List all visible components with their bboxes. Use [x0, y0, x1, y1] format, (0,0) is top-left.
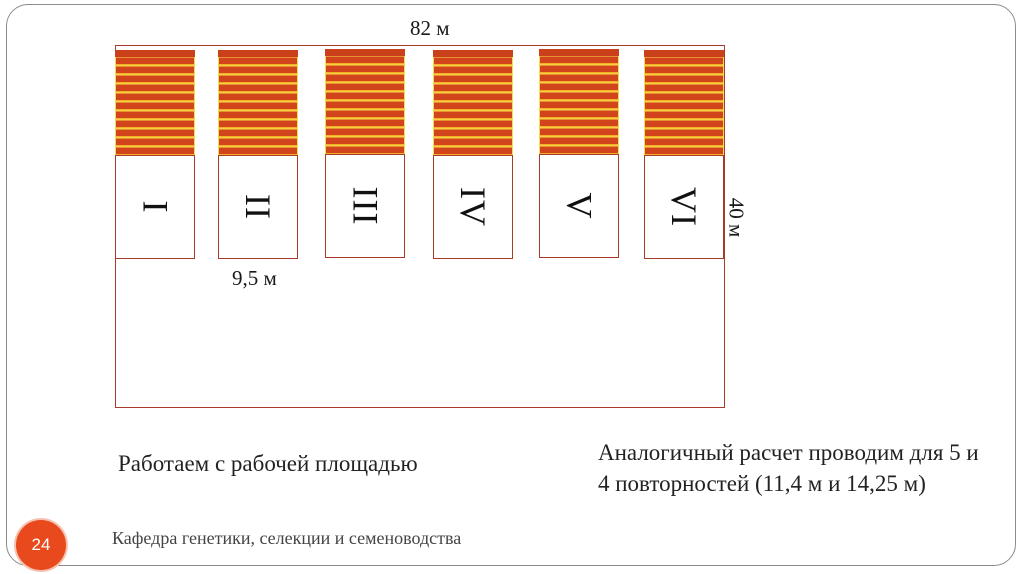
replicate-numeral: II [237, 194, 278, 220]
replicate-numeral: III [345, 186, 385, 226]
replicate-numeral: I [135, 200, 175, 214]
page-number-badge: 24 [16, 520, 66, 570]
replicate-plot: III [325, 154, 405, 258]
striped-plot-area [218, 50, 298, 155]
replicate-numeral: IV [453, 187, 493, 227]
plot-width-label: 9,5 м [232, 266, 277, 290]
striped-plot-area [539, 49, 619, 154]
field-outline [115, 45, 725, 408]
striped-plot-area [644, 50, 724, 155]
field-height-label: 40 м [724, 197, 749, 238]
caption-left: Работаем с рабочей площадью [118, 451, 418, 476]
replicate-plot: IV [433, 155, 513, 259]
replicate-plot: I [115, 155, 195, 259]
replicate-numeral: VI [664, 187, 704, 227]
replicate-plot: VI [644, 155, 724, 259]
striped-plot-area [325, 49, 405, 154]
footer-department: Кафедра генетики, селекции и семеноводст… [112, 528, 462, 548]
striped-plot-area [115, 50, 195, 155]
replicate-plot: V [539, 154, 619, 258]
replicate-plot: II [218, 155, 298, 259]
striped-plot-area [433, 50, 513, 155]
caption-right: Аналогичный расчет проводим для 5 и 4 по… [598, 440, 979, 496]
field-width-label: 82 м [410, 16, 450, 40]
replicate-numeral: V [559, 192, 599, 220]
